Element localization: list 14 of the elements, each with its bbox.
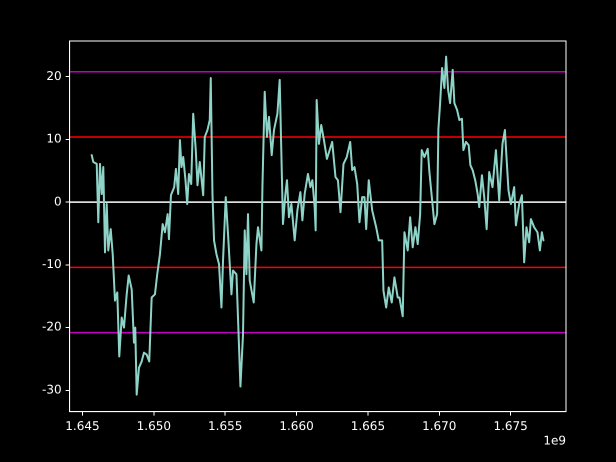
y-tick-label: -10: [42, 256, 62, 271]
y-tick-label: -20: [42, 320, 62, 334]
x-tick-label: 1.645: [65, 418, 100, 433]
x-tick-label: 1.650: [136, 418, 171, 433]
x-tick-label: 1.675: [493, 418, 528, 433]
y-tick-label: -30: [42, 382, 62, 396]
x-tick-label: 1.660: [279, 418, 314, 433]
text: 1e9: [543, 434, 566, 448]
y-tick-label: 0: [54, 194, 62, 208]
x-tick-label: 1.655: [208, 418, 242, 433]
x-tick-label: 1.665: [350, 418, 386, 433]
x-tick-label: 1.670: [422, 418, 456, 433]
y-tick-label: 10: [46, 132, 62, 146]
y-tick-label: 20: [46, 68, 62, 83]
